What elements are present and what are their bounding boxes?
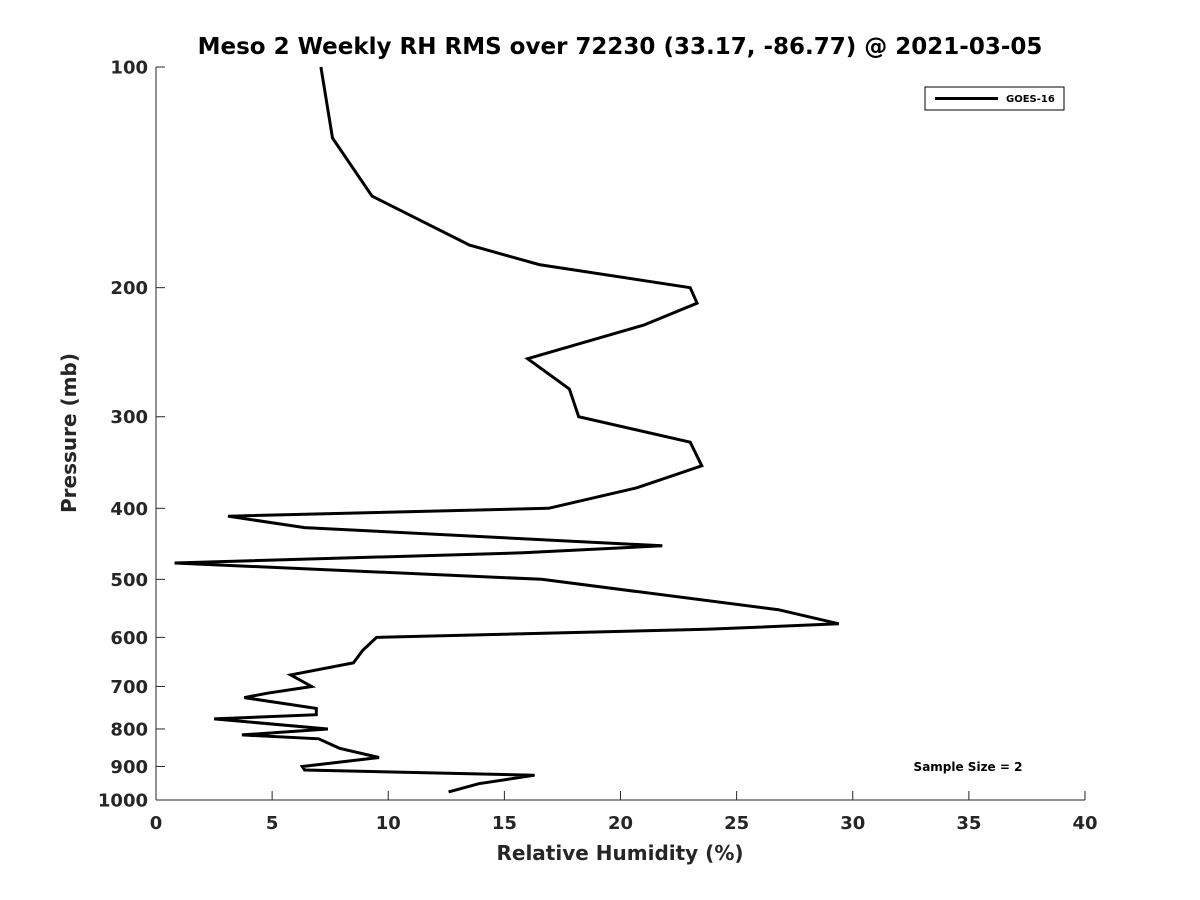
x-axis-label: Relative Humidity (%) [496, 841, 743, 865]
x-tick-label: 30 [840, 813, 865, 834]
y-tick-label: 300 [110, 407, 148, 428]
x-tick-label: 20 [608, 813, 633, 834]
x-tick-label: 25 [724, 813, 749, 834]
chart-title: Meso 2 Weekly RH RMS over 72230 (33.17, … [198, 34, 1043, 60]
legend-label: GOES-16 [1006, 94, 1055, 105]
x-tick-label: 35 [956, 813, 981, 834]
y-tick-label: 200 [110, 278, 148, 299]
series-group [174, 66, 840, 794]
x-tick-label: 10 [376, 813, 401, 834]
x-tick-label: 40 [1072, 813, 1097, 834]
y-tick-label: 400 [110, 499, 148, 520]
y-ticks: 100 200 300 400 500 600 700 800 900 1000 [98, 58, 165, 812]
y-axis-label: Pressure (mb) [57, 353, 81, 513]
x-ticks: 0 5 10 15 20 25 30 35 40 [150, 791, 1098, 834]
y-tick-label: 600 [110, 628, 148, 649]
x-tick-label: 0 [150, 813, 163, 834]
sample-size-annotation: Sample Size = 2 [914, 760, 1023, 774]
series-line-goes-16 [174, 66, 840, 794]
x-tick-label: 5 [266, 813, 279, 834]
y-tick-label: 700 [110, 677, 148, 698]
legend: GOES-16 [924, 86, 1065, 111]
y-tick-label: 500 [110, 570, 148, 591]
y-tick-label: 100 [110, 58, 148, 79]
y-tick-label: 1000 [98, 791, 148, 812]
y-tick-label: 900 [110, 757, 148, 778]
x-tick-label: 15 [492, 813, 517, 834]
y-tick-label: 800 [110, 719, 148, 740]
